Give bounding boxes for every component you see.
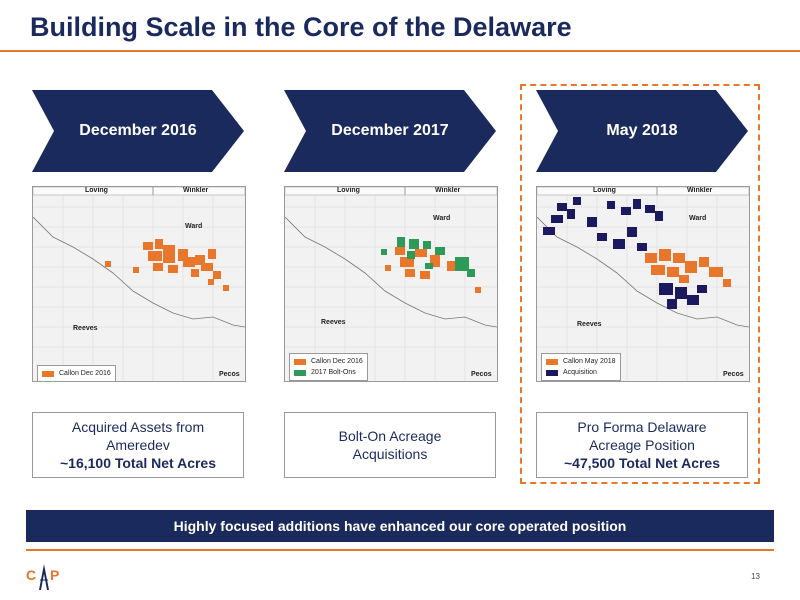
legend-swatch <box>294 369 306 376</box>
map-legend: Callon May 2018 Acquisition <box>541 353 621 381</box>
legend-swatch <box>42 370 54 377</box>
company-logo: C P <box>24 560 64 592</box>
county-pecos: Pecos <box>219 371 240 378</box>
svg-text:P: P <box>50 567 59 583</box>
county-pecos: Pecos <box>471 371 492 378</box>
county-winkler: Winkler <box>435 187 461 194</box>
county-pecos: Pecos <box>723 371 744 378</box>
highlight-border <box>520 84 760 484</box>
acreage-map: Loving Winkler Ward Reeves Pecos Callon … <box>536 186 750 382</box>
footer-divider <box>26 549 774 551</box>
desc-line-1: Bolt-On Acreage <box>338 428 442 444</box>
desc-line-2: Acreage Position <box>589 437 695 453</box>
county-reeves: Reeves <box>577 321 602 328</box>
legend-label: Callon Dec 2016 <box>59 370 111 377</box>
title-divider <box>0 50 800 52</box>
legend-label: Acquisition <box>563 369 597 376</box>
map-legend: Callon Dec 2016 2017 Bolt-Ons <box>289 353 368 381</box>
county-ward: Ward <box>185 223 203 230</box>
county-ward: Ward <box>433 215 451 222</box>
description-box: Pro Forma Delaware Acreage Position ~47,… <box>536 412 748 478</box>
chevron-label: December 2017 <box>331 122 449 139</box>
chevron-label: May 2018 <box>606 122 678 139</box>
desc-net-acres: ~16,100 Total Net Acres <box>59 455 217 471</box>
county-loving: Loving <box>85 187 108 194</box>
county-loving: Loving <box>593 187 616 194</box>
chevron-label: December 2016 <box>79 122 197 139</box>
county-loving: Loving <box>337 187 360 194</box>
desc-net-acres: ~47,500 Total Net Acres <box>563 455 721 471</box>
description-box: Bolt-On Acreage Acquisitions <box>284 412 496 478</box>
legend-label: 2017 Bolt-Ons <box>311 369 356 376</box>
legend-swatch <box>546 369 558 376</box>
county-reeves: Reeves <box>73 325 98 332</box>
map-legend: Callon Dec 2016 <box>37 365 116 381</box>
chevron-header: May 2018 <box>536 90 748 172</box>
chevron-header: December 2017 <box>284 90 496 172</box>
county-ward: Ward <box>689 215 707 222</box>
summary-banner: Highly focused additions have enhanced o… <box>26 510 774 542</box>
legend-swatch <box>546 358 558 365</box>
desc-line-1: Pro Forma Delaware <box>577 419 707 435</box>
desc-line-1: Acquired Assets from <box>71 419 205 435</box>
description-box: Acquired Assets from Ameredev ~16,100 To… <box>32 412 244 478</box>
desc-line-2: Ameredev <box>106 437 170 453</box>
county-winkler: Winkler <box>687 187 713 194</box>
acreage-map: Loving Winkler Ward Reeves Pecos Callon … <box>32 186 246 382</box>
page-number: 13 <box>751 572 760 581</box>
desc-line-2: Acquisitions <box>352 446 428 462</box>
legend-label: Callon Dec 2016 <box>311 358 363 365</box>
legend-label: Callon May 2018 <box>563 358 616 365</box>
page-title: Building Scale in the Core of the Delawa… <box>30 12 572 42</box>
acreage-map: Loving Winkler Ward Reeves Pecos Callon … <box>284 186 498 382</box>
legend-swatch <box>294 358 306 365</box>
county-reeves: Reeves <box>321 319 346 326</box>
svg-text:C: C <box>26 567 36 583</box>
county-winkler: Winkler <box>183 187 209 194</box>
chevron-header: December 2016 <box>32 90 244 172</box>
